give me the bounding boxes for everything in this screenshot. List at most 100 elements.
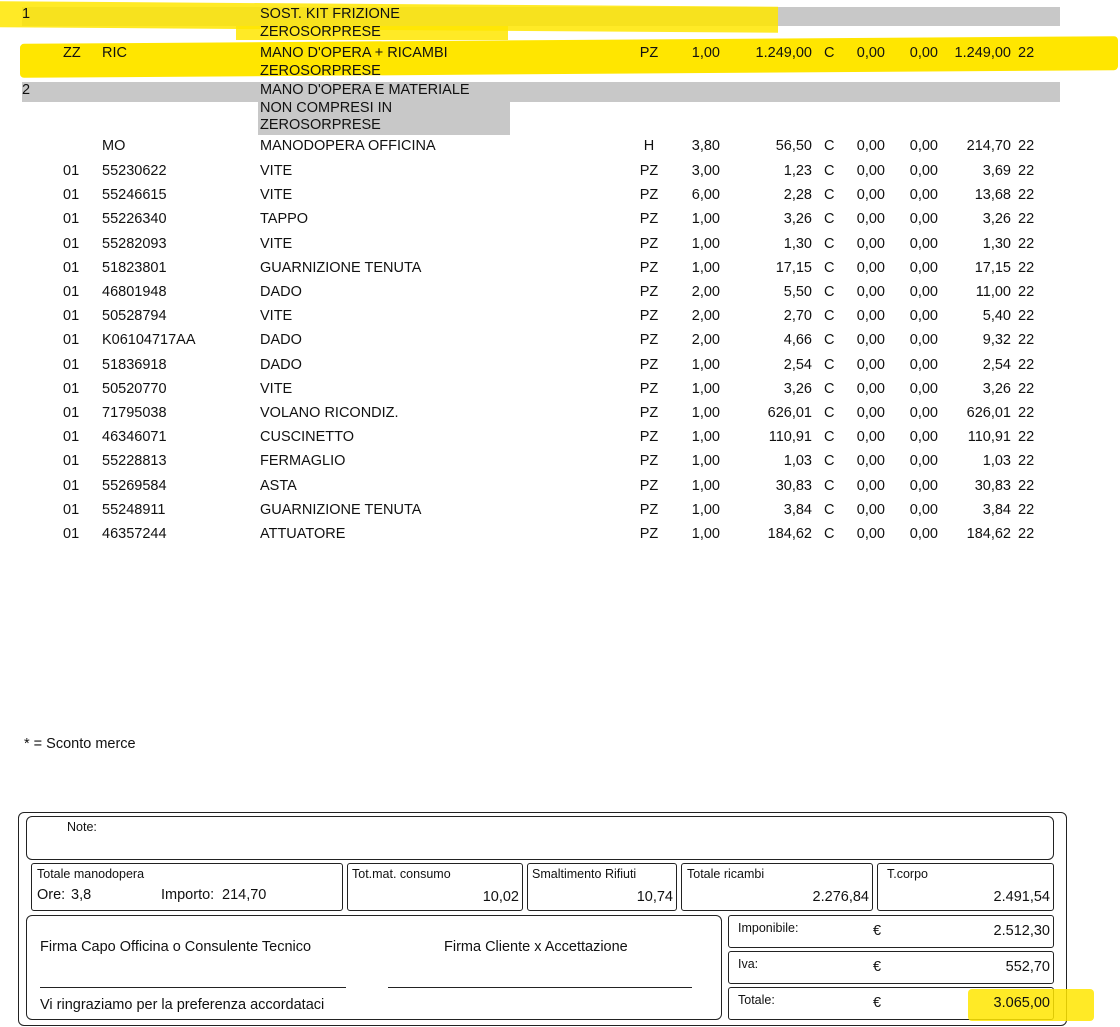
total-cell: 3,26 bbox=[982, 211, 1011, 228]
total-cell: 3,26 bbox=[982, 380, 1011, 397]
um-cell: PZ bbox=[639, 429, 659, 446]
vat-cell: 22 bbox=[1018, 526, 1035, 542]
total-cell: 11,00 bbox=[975, 284, 1011, 300]
qty-cell: 3,80 bbox=[691, 138, 720, 154]
disc-cell: 0,00 bbox=[856, 45, 885, 61]
price-cell: 4,66 bbox=[783, 332, 812, 349]
vat-cell: 22 bbox=[1018, 138, 1035, 154]
summary-label: T.corpo bbox=[887, 867, 928, 881]
flag-cell: C bbox=[824, 429, 835, 446]
um-cell: PZ bbox=[639, 259, 659, 276]
qty-cell: 1,00 bbox=[691, 380, 720, 397]
price-cell: 626,01 bbox=[767, 405, 812, 421]
summary-value: 2.491,54 bbox=[993, 889, 1050, 905]
disc-cell: 0,00 bbox=[856, 308, 885, 325]
code-cell: 01 bbox=[63, 308, 80, 325]
price-cell: 5,50 bbox=[783, 284, 812, 300]
total-cell: 184,62 bbox=[966, 526, 1011, 542]
flag-cell: C bbox=[824, 453, 835, 470]
description: VOLANO RICONDIZ. bbox=[260, 405, 399, 421]
currency: € bbox=[873, 923, 882, 939]
flag-cell: C bbox=[824, 332, 835, 349]
highlight bbox=[968, 989, 1094, 1021]
um-cell: PZ bbox=[639, 163, 659, 179]
price-cell: 2,54 bbox=[783, 356, 812, 373]
total-cell: 1,03 bbox=[982, 453, 1011, 470]
description: VITE bbox=[260, 235, 293, 252]
code-cell: 01 bbox=[63, 429, 80, 446]
flag-cell: C bbox=[824, 259, 835, 276]
disc-cell: 0,00 bbox=[909, 477, 938, 494]
total-value: 3.065,00 bbox=[993, 995, 1050, 1011]
disc-cell: 0,00 bbox=[909, 356, 938, 373]
signature-label: Firma Cliente x Accettazione bbox=[444, 939, 628, 955]
disc-cell: 0,00 bbox=[856, 501, 885, 518]
code-cell: 55248911 bbox=[102, 501, 166, 518]
code-cell: 01 bbox=[63, 187, 80, 204]
um-cell: PZ bbox=[639, 453, 659, 470]
um-cell: PZ bbox=[639, 187, 659, 204]
vat-cell: 22 bbox=[1018, 477, 1035, 494]
um-cell: PZ bbox=[639, 501, 659, 518]
disc-cell: 0,00 bbox=[909, 308, 938, 325]
flag-cell: C bbox=[824, 356, 835, 373]
code-cell: 50520770 bbox=[102, 380, 167, 397]
disc-cell: 0,00 bbox=[909, 284, 938, 300]
disc-cell: 0,00 bbox=[856, 284, 885, 300]
summary-value: 10,02 bbox=[482, 889, 519, 905]
vat-cell: 22 bbox=[1018, 429, 1035, 446]
description: ASTA bbox=[260, 477, 297, 494]
summary-value: 2.276,84 bbox=[812, 889, 869, 905]
price-cell: 2,70 bbox=[783, 308, 812, 325]
flag-cell: C bbox=[824, 163, 835, 179]
total-cell: 1,30 bbox=[982, 235, 1011, 252]
total-cell: 3,84 bbox=[982, 501, 1011, 518]
um-cell: PZ bbox=[639, 45, 659, 61]
description: SOST. KIT FRIZIONE bbox=[260, 6, 400, 22]
description: TAPPO bbox=[260, 211, 309, 228]
group-band bbox=[258, 82, 510, 135]
disc-cell: 0,00 bbox=[856, 235, 885, 252]
um-cell: H bbox=[643, 138, 655, 154]
code-cell: 01 bbox=[63, 526, 80, 542]
currency: € bbox=[873, 959, 882, 975]
code-cell: 01 bbox=[63, 211, 80, 228]
code-cell: ZZ bbox=[63, 45, 81, 61]
vat-cell: 22 bbox=[1018, 380, 1035, 397]
um-cell: PZ bbox=[639, 211, 659, 228]
total-label: Imponibile: bbox=[738, 921, 799, 935]
total-cell: 214,70 bbox=[966, 138, 1011, 154]
qty-cell: 1,00 bbox=[691, 211, 720, 228]
summary-value: 10,74 bbox=[636, 889, 673, 905]
currency: € bbox=[873, 995, 882, 1011]
code-cell: 46801948 bbox=[102, 284, 167, 300]
description: DADO bbox=[260, 284, 302, 300]
amount: 214,70 bbox=[222, 887, 267, 903]
price-cell: 3,26 bbox=[783, 211, 812, 228]
qty-cell: 1,00 bbox=[691, 453, 720, 470]
qty-cell: 1,00 bbox=[691, 501, 720, 518]
code-cell: 55226340 bbox=[102, 211, 167, 228]
qty-cell: 1,00 bbox=[691, 356, 720, 373]
flag-cell: C bbox=[824, 308, 835, 325]
total-box bbox=[728, 915, 1054, 948]
vat-cell: 22 bbox=[1018, 163, 1035, 179]
code-cell: K06104717AA bbox=[102, 332, 196, 349]
vat-cell: 22 bbox=[1018, 308, 1035, 325]
qty-cell: 1,00 bbox=[691, 429, 720, 446]
summary-label: Totale ricambi bbox=[687, 867, 765, 881]
code-cell: 71795038 bbox=[102, 405, 167, 421]
flag-cell: C bbox=[824, 138, 835, 154]
group-cell: 2 bbox=[22, 82, 31, 98]
disc-cell: 0,00 bbox=[856, 332, 885, 349]
disc-cell: 0,00 bbox=[909, 211, 938, 228]
code-cell: 01 bbox=[63, 405, 80, 421]
description: VITE bbox=[260, 308, 293, 325]
price-cell: 30,83 bbox=[775, 477, 812, 494]
disc-cell: 0,00 bbox=[909, 405, 938, 421]
signature-line bbox=[388, 987, 692, 988]
qty-cell: 1,00 bbox=[691, 477, 720, 494]
code-cell: 51823801 bbox=[102, 259, 167, 276]
disc-cell: 0,00 bbox=[909, 453, 938, 470]
